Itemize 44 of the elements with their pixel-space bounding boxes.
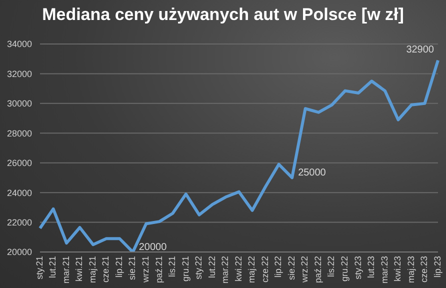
x-tick-label: mar.22: [220, 256, 230, 284]
x-tick-label: cze.21: [100, 256, 111, 283]
x-tick-label: gru.21: [180, 256, 190, 282]
x-tick-label: mar.23: [379, 256, 390, 284]
y-tick-label: 28000: [6, 128, 32, 138]
x-tick-label: mar.21: [60, 256, 71, 284]
x-tick-label: lut.23: [366, 256, 376, 278]
x-tick-label: lis.22: [326, 256, 336, 278]
x-tick-label: wrz.22: [300, 256, 310, 284]
x-tick-label: sty.21: [34, 256, 44, 280]
x-tick-label: lut.22: [206, 256, 217, 278]
data-label: 32900: [406, 44, 434, 56]
x-tick-label: kwi.21: [74, 256, 84, 282]
x-tick-label: maj.22: [246, 256, 257, 284]
chart-title: Mediana ceny używanych aut w Polsce [w zł]: [41, 4, 405, 26]
x-tick-label: sty.23: [352, 256, 363, 280]
x-tick-label: maj.21: [87, 256, 98, 284]
x-tick-label: lip.22: [273, 256, 284, 278]
y-tick-label: 24000: [6, 188, 32, 198]
x-tick-label: maj.23: [406, 256, 416, 284]
x-tick-label: sie.22: [286, 256, 296, 280]
data-label: 25000: [298, 168, 326, 179]
y-tick-label: 26000: [6, 158, 32, 168]
x-tick-label: lut.21: [48, 256, 58, 278]
x-tick-label: sty.22: [194, 256, 204, 280]
y-tick-label: 20000: [6, 247, 32, 258]
x-tick-label: gru.22: [340, 256, 350, 282]
x-tick-label: lip.23: [432, 256, 442, 278]
x-tick-label: paź.22: [312, 256, 323, 284]
x-tick-label: wrz.21: [140, 256, 151, 284]
y-tick-label: 34000: [6, 39, 32, 50]
y-tick-label: 30000: [6, 98, 32, 109]
x-tick-label: cze.23: [419, 256, 430, 283]
x-tick-label: lis.21: [167, 256, 178, 278]
x-tick-label: cze.22: [260, 256, 270, 283]
x-tick-label: kwi.22: [233, 256, 244, 282]
x-tick-label: lip.21: [114, 256, 124, 278]
y-tick-label: 22000: [6, 217, 32, 228]
x-tick-label: paź.21: [154, 256, 164, 284]
x-tick-label: sie.21: [127, 256, 138, 280]
line-series: [38, 58, 440, 252]
y-tick-label: 32000: [6, 68, 32, 79]
x-tick-label: kwi.23: [392, 256, 403, 282]
data-label: 20000: [138, 242, 168, 253]
